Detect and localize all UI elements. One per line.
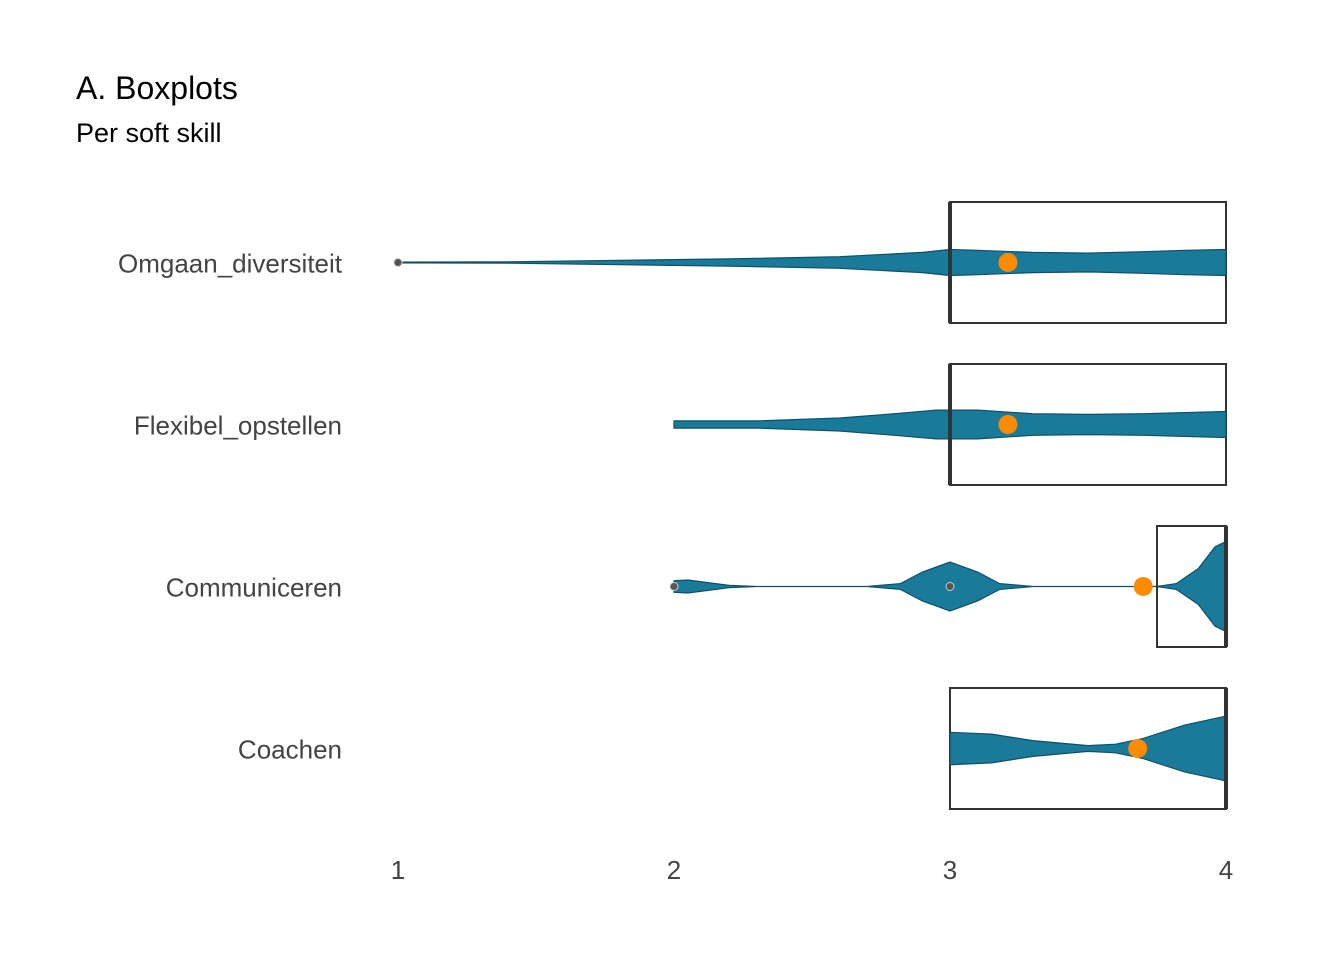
x-tick-label-4: 4 bbox=[1219, 855, 1233, 885]
x-tick-label-3: 3 bbox=[943, 855, 957, 885]
outlier-communiceren-0 bbox=[669, 582, 679, 591]
chart-subtitle: Per soft skill bbox=[76, 118, 222, 148]
mean-point-omgaan-diversiteit bbox=[998, 253, 1018, 272]
x-tick-label-2: 2 bbox=[667, 855, 681, 885]
x-tick-label-1: 1 bbox=[391, 855, 405, 885]
mean-point-coachen bbox=[1128, 739, 1148, 758]
category-label-communiceren: Communiceren bbox=[166, 573, 342, 603]
outlier-communiceren-1 bbox=[945, 582, 955, 591]
mean-point-communiceren bbox=[1133, 577, 1153, 596]
category-label-omgaan-diversiteit: Omgaan_diversiteit bbox=[118, 249, 343, 279]
mean-point-flexibel-opstellen bbox=[998, 415, 1018, 434]
category-label-coachen: Coachen bbox=[238, 735, 342, 765]
category-label-flexibel-opstellen: Flexibel_opstellen bbox=[134, 411, 342, 441]
outlier-omgaan-diversiteit-0 bbox=[393, 258, 403, 267]
violin-omgaan-diversiteit bbox=[397, 248, 1227, 277]
violin-coachen bbox=[949, 715, 1227, 782]
chart-title: A. Boxplots bbox=[76, 70, 238, 106]
